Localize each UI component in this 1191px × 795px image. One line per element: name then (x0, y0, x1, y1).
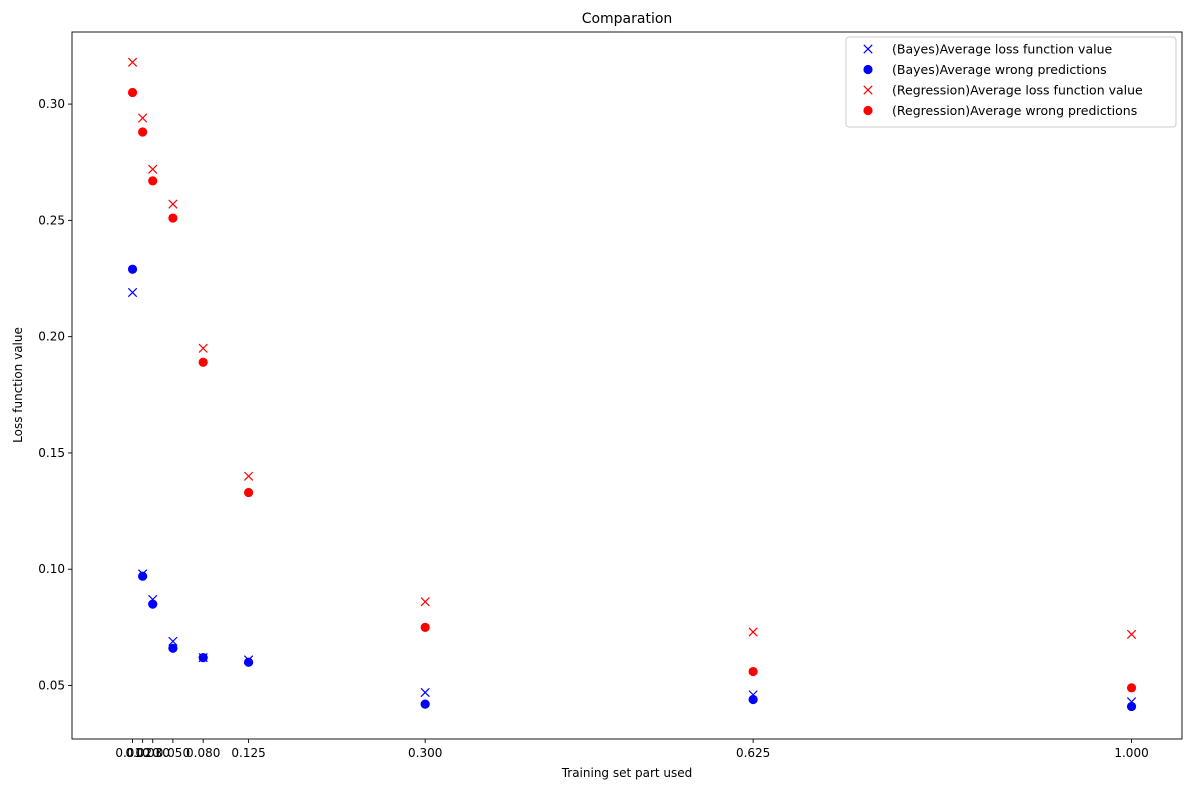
series-2 (127, 57, 1137, 639)
data-point (198, 357, 208, 367)
data-marks (127, 57, 1137, 712)
data-point (127, 57, 138, 67)
y-axis-label: Loss function value (11, 327, 25, 443)
data-point (198, 653, 208, 663)
data-point (748, 666, 758, 677)
legend-marker (863, 105, 873, 116)
legend-entry: (Bayes)Average wrong predictions (863, 62, 1107, 77)
legend-box (845, 36, 1177, 128)
data-point (168, 199, 178, 209)
legend-entry: (Bayes)Average loss function value (863, 42, 1113, 57)
y-axis-ticks: 0.05 0.10 0.15 0.20 0.25 0.30 (38, 97, 72, 693)
data-point (168, 643, 178, 653)
data-point (1126, 701, 1137, 712)
data-point (148, 164, 158, 174)
legend-label: (Regression)Average loss function value (892, 83, 1143, 98)
data-point (138, 113, 148, 123)
legend-label: (Bayes)Average wrong predictions (892, 62, 1107, 77)
y-tick-label: 0.20 (38, 330, 65, 344)
x-tick-label: 0.010 (115, 746, 149, 760)
data-point (168, 636, 178, 646)
data-point (168, 213, 178, 223)
x-axis-label: Training set part used (561, 766, 693, 780)
data-point (420, 687, 430, 698)
legend-marker (863, 64, 873, 75)
x-tick-label: 0.300 (408, 746, 442, 760)
data-point (420, 622, 430, 632)
legend-label: (Regression)Average wrong predictions (892, 103, 1137, 118)
data-point (148, 176, 158, 186)
legend-entry: (Regression)Average wrong predictions (863, 103, 1137, 118)
data-point (138, 571, 148, 581)
chart-title: Comparation (582, 11, 673, 27)
x-tick-label: 0.080 (186, 746, 220, 760)
legend-entry: (Regression)Average loss function value (863, 83, 1143, 98)
data-point (148, 599, 158, 609)
data-point (748, 627, 758, 637)
y-tick-label: 0.05 (38, 679, 65, 693)
data-point (127, 264, 138, 274)
data-point (243, 657, 254, 667)
data-point (1126, 629, 1137, 639)
legend-marker (863, 44, 873, 54)
data-point (420, 699, 430, 709)
legend-label: (Bayes)Average loss function value (892, 42, 1113, 57)
series-3 (127, 87, 1137, 693)
data-point (127, 87, 138, 98)
legend-marker (863, 85, 873, 95)
data-point (243, 487, 254, 498)
data-point (748, 694, 758, 705)
data-point (138, 127, 148, 137)
x-tick-label: 1.000 (1114, 746, 1148, 760)
x-tick-label: 0.125 (231, 746, 265, 760)
y-tick-label: 0.25 (38, 213, 65, 227)
series-1 (127, 264, 1137, 712)
data-point (243, 471, 254, 481)
data-point (127, 287, 138, 298)
legend: (Bayes)Average loss function value (Bayes… (845, 36, 1177, 128)
data-point (1126, 683, 1137, 693)
x-tick-label: 0.625 (736, 746, 770, 760)
plot-frame (71, 31, 1183, 740)
plot-area (72, 32, 1182, 739)
y-tick-label: 0.15 (38, 446, 65, 460)
x-tick-label: 0.050 (156, 746, 190, 760)
x-tick-label: 0.020 (125, 746, 159, 760)
y-tick-label: 0.10 (38, 562, 65, 576)
y-tick-label: 0.30 (38, 97, 65, 111)
data-point (198, 343, 208, 353)
data-point (420, 597, 430, 607)
x-tick-label: 0.030 (136, 746, 170, 760)
